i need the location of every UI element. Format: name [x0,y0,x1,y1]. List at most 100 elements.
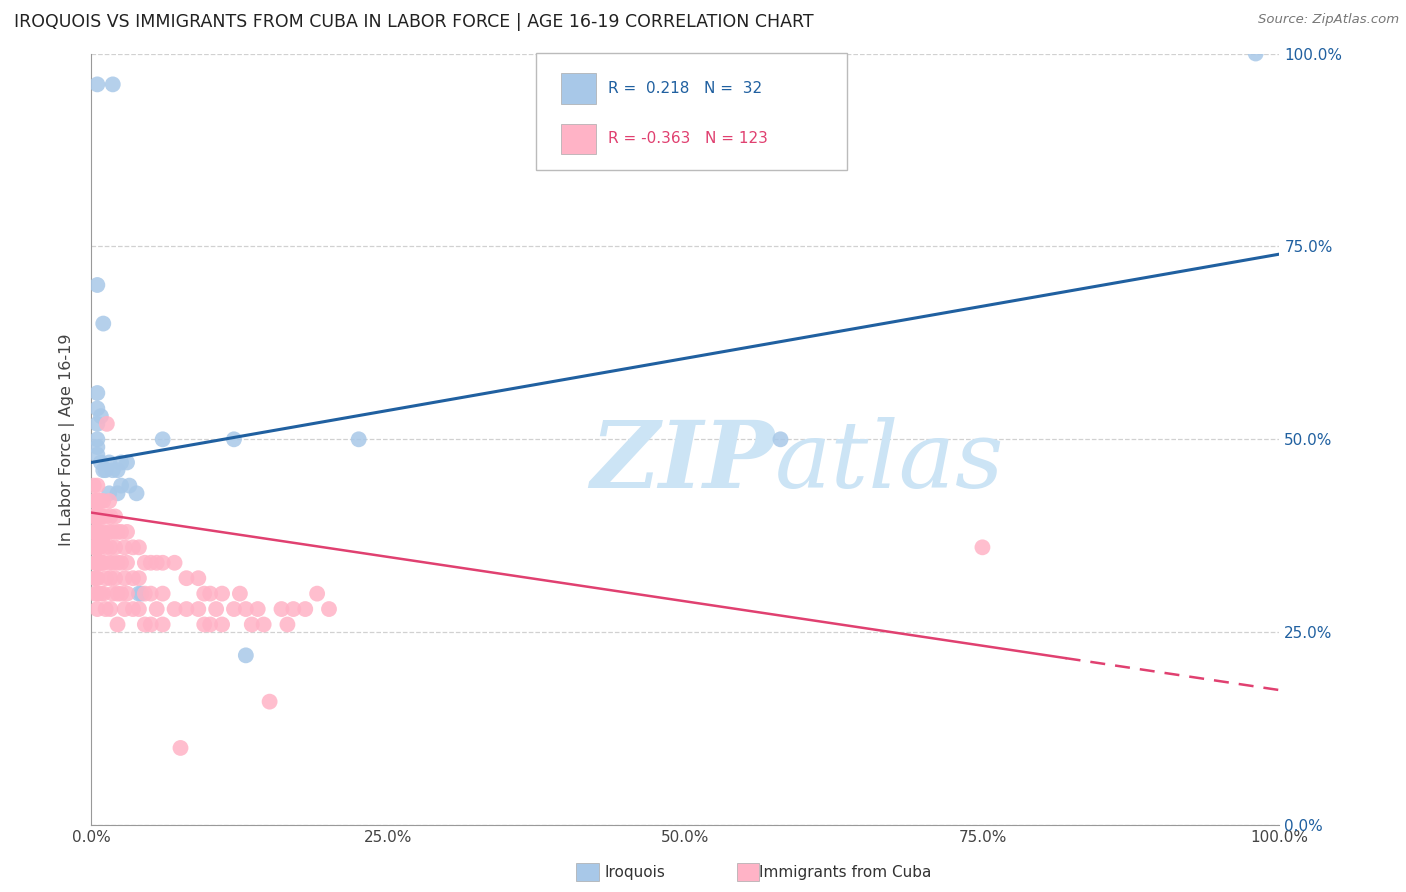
Point [139,617,162,632]
Point [86,78,108,92]
Point [87,524,110,539]
Point [84,524,107,539]
Point [94,602,117,616]
Point [193,617,215,632]
Point [187,571,209,585]
Point [84,509,107,524]
Point [235,648,257,663]
Point [176,602,198,616]
Point [100,509,122,524]
Point [118,478,141,492]
Point [86,509,108,524]
Text: Iroquois: Iroquois [605,865,665,880]
Point [86,401,108,416]
Point [347,433,370,447]
Point [86,440,108,454]
Point [91,556,114,570]
Point [235,602,257,616]
Point [200,587,222,601]
Point [100,571,122,585]
Point [110,587,132,601]
Point [94,463,117,477]
Point [91,509,114,524]
Text: IROQUOIS VS IMMIGRANTS FROM CUBA IN LABOR FORCE | AGE 16-19 CORRELATION CHART: IROQUOIS VS IMMIGRANTS FROM CUBA IN LABO… [14,13,814,31]
Point [193,587,215,601]
Point [240,617,263,632]
Point [110,524,132,539]
Point [107,587,129,601]
Point [84,556,107,570]
Point [101,587,124,601]
Point [128,587,150,601]
Text: atlas: atlas [775,417,1004,508]
Point [139,587,162,601]
Point [200,617,222,632]
Point [134,556,156,570]
Point [89,524,111,539]
Point [87,509,110,524]
Point [101,556,124,570]
Point [211,587,233,601]
Point [115,556,138,570]
Point [86,541,108,555]
Point [98,556,121,570]
Point [101,524,124,539]
Point [83,478,105,492]
Point [86,417,108,431]
Point [107,486,129,500]
Point [307,587,329,601]
Point [98,486,121,500]
Point [229,587,252,601]
Point [86,494,108,508]
Point [101,78,124,92]
Point [107,524,129,539]
Point [84,556,107,570]
Point [90,455,112,469]
Point [270,602,292,616]
Point [91,587,114,601]
Point [187,602,209,616]
Point [96,417,118,431]
Point [98,455,121,469]
Text: Immigrants from Cuba: Immigrants from Cuba [759,865,932,880]
Point [100,541,122,555]
Point [98,494,121,508]
Point [163,556,186,570]
Point [294,602,316,616]
Point [222,433,245,447]
Point [86,478,108,492]
Point [246,602,269,616]
Point [769,433,792,447]
Point [84,509,107,524]
Point [101,463,124,477]
Point [114,541,136,555]
Point [87,556,110,570]
Point [152,556,174,570]
Point [83,494,105,508]
Point [169,740,191,755]
Point [134,617,156,632]
Point [205,602,228,616]
Point [86,448,108,462]
Point [94,571,117,585]
Point [259,695,281,709]
Point [83,509,105,524]
Point [122,541,145,555]
Point [87,494,110,508]
Point [90,409,112,424]
Point [134,587,156,601]
Point [90,509,112,524]
Point [86,556,108,570]
Point [110,455,132,469]
Point [89,509,111,524]
Point [107,556,129,570]
Point [253,617,276,632]
Text: Source: ZipAtlas.com: Source: ZipAtlas.com [1258,13,1399,27]
Point [89,541,111,555]
Point [90,533,112,547]
Point [89,494,111,508]
Point [222,602,245,616]
Point [283,602,305,616]
Point [86,524,108,539]
Point [91,533,114,547]
